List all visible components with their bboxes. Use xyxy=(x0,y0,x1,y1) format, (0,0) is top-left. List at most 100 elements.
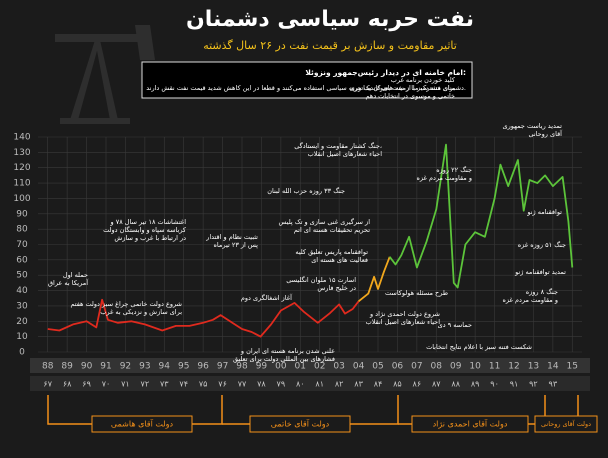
persian-year-label: ۷۴ xyxy=(179,380,188,389)
annotation: و مقاومت مردم غزه xyxy=(503,296,558,304)
annotation: توافقنامه پاریس تعلیق کلیه xyxy=(295,248,368,256)
y-tick-label: 50 xyxy=(16,271,28,281)
y-tick-label: 130 xyxy=(13,148,30,158)
quote-source: امام خامنه ای در دیدار رئیس‌جمهور ونزوئل… xyxy=(305,68,466,77)
persian-year-label: ۷۰ xyxy=(102,380,111,389)
annotation: فعالیت های هسته ای xyxy=(311,256,368,264)
price-line xyxy=(358,256,391,303)
x-tick-label: 10 xyxy=(469,362,481,372)
annotation: اغتشاشات ۱۸ تیر سال ۷۸ و xyxy=(110,218,187,226)
persian-year-label: ۸۱ xyxy=(315,380,324,389)
annotation: شروع دولت احمدی نژاد و xyxy=(369,310,440,318)
annotation: شکست فتنه سبز با اعلام نتایج انتخابات xyxy=(426,343,532,351)
y-tick-label: 20 xyxy=(16,317,28,327)
annotation: آغاز اشغالگری دوم xyxy=(241,293,293,302)
y-tick-label: 30 xyxy=(16,301,28,311)
x-tick-label: 03 xyxy=(333,362,344,372)
chart-title: نفت حربه سیاسی دشمنان xyxy=(186,7,474,32)
y-tick-label: 90 xyxy=(16,209,28,219)
annotation: جنگ ۲۲ روزه xyxy=(436,166,472,174)
persian-year-label: ۸۶ xyxy=(413,380,422,389)
government-label: دولت آقای احمدی نژاد xyxy=(433,419,508,429)
annotation: جنگ کشتار مقاومت و ایستادگی، xyxy=(294,142,382,150)
annotation: شروع دولت خاتمی چراغ سبز دولت هفتم xyxy=(70,300,182,308)
persian-year-band xyxy=(30,376,590,391)
annotation: علنی شدن برنامه هسته ای ایران و xyxy=(240,347,335,355)
persian-year-label: ۷۱ xyxy=(121,380,130,389)
x-tick-label: 95 xyxy=(178,362,189,372)
subtitle: تاثیر مقاومت و سازش بر قیمت نفت در ۲۶ سا… xyxy=(203,39,457,52)
government-label: دولت آقای روحانی xyxy=(541,419,591,428)
persian-year-label: ۸۷ xyxy=(432,380,441,389)
persian-year-label: ۶۷ xyxy=(43,380,52,389)
annotation: و مقاومت مردم غزه xyxy=(417,174,472,182)
y-tick-label: 40 xyxy=(16,286,28,296)
y-tick-label: 10 xyxy=(16,332,28,342)
x-tick-label: 15 xyxy=(567,362,578,372)
annotation: کلید خوردن برنامه غرب xyxy=(391,76,456,84)
persian-year-label: ۸۸ xyxy=(451,380,460,389)
y-tick-label: 140 xyxy=(13,133,30,143)
x-tick-label: 91 xyxy=(100,362,111,372)
x-tick-label: 00 xyxy=(275,362,287,372)
persian-year-label: ۷۷ xyxy=(238,380,247,389)
annotation: در خلیج فارس xyxy=(317,284,356,292)
x-tick-label: 12 xyxy=(508,362,519,372)
x-tick-label: 92 xyxy=(120,362,131,372)
annotation: جنگ ۸ روزه xyxy=(526,288,558,296)
annotation: برای فتنه سبز با زمینه های کاندیداتوری xyxy=(350,84,455,92)
annotation: تمدید توافقنامه ژنو xyxy=(514,268,566,276)
oil-pump xyxy=(55,25,155,124)
x-tick-label: 11 xyxy=(489,362,500,372)
persian-year-label: ۸۰ xyxy=(296,380,305,389)
x-tick-label: 02 xyxy=(314,362,325,372)
annotation: فشارهای بین المللی دولت برای تعلیق xyxy=(233,355,335,363)
y-tick-label: 100 xyxy=(13,194,30,204)
x-tick-label: 08 xyxy=(431,362,443,372)
x-tick-label: 09 xyxy=(450,362,462,372)
x-tick-label: 13 xyxy=(528,362,539,372)
annotation: جنگ ۳۳ روزه حزب الله لبنان xyxy=(267,187,345,195)
x-tick-label: 99 xyxy=(256,362,268,372)
persian-year-label: ۷۶ xyxy=(218,380,227,389)
persian-year-label: ۷۳ xyxy=(160,380,169,389)
annotation: تثبیت نظام و اقتدار xyxy=(205,233,258,241)
government-boxes xyxy=(91,415,598,433)
x-tick-label: 04 xyxy=(353,362,365,372)
y-tick-label: 80 xyxy=(16,225,28,235)
persian-year-label: ۹۰ xyxy=(490,380,499,389)
persian-year-label: ۷۵ xyxy=(199,380,208,389)
annotation: در ارتباط با غرب و سازش xyxy=(114,234,186,242)
persian-year-label: ۸۲ xyxy=(335,380,344,389)
x-tick-label: 98 xyxy=(236,362,248,372)
x-axis-band xyxy=(30,358,590,373)
annotation: تحریم تحقیقات هسته ای اتم xyxy=(294,226,370,234)
persian-year-label: ۸۹ xyxy=(471,380,480,389)
persian-year-label: ۹۳ xyxy=(549,380,558,389)
quote-box xyxy=(141,61,473,99)
x-tick-label: 96 xyxy=(197,362,209,372)
y-tick-label: 120 xyxy=(13,163,30,173)
persian-year-label: ۸۴ xyxy=(374,380,383,389)
y-tick-label: 60 xyxy=(16,255,28,265)
annotation: احیاء شعارهای اصیل انقلاب xyxy=(366,318,441,326)
annotation: پس از ۲۳ تیرماه xyxy=(214,241,259,249)
government-label: دولت آقای خاتمی xyxy=(271,419,330,429)
annotation: اسارت ۱۵ ملوان انگلیسی xyxy=(286,276,356,284)
quote-text: دشمنان مشترک ما از نفت بعنوان یک حربه سی… xyxy=(146,84,466,92)
annotation: احیاء شعارهای اصیل انقلاب xyxy=(308,150,383,158)
x-tick-label: 89 xyxy=(61,362,73,372)
x-tick-label: 07 xyxy=(411,362,422,372)
price-line xyxy=(47,298,360,338)
x-tick-label: 90 xyxy=(81,362,93,372)
persian-year-label: ۸۵ xyxy=(393,380,402,389)
x-tick-label: 94 xyxy=(159,362,171,372)
x-tick-label: 97 xyxy=(217,362,228,372)
persian-year-label: ۶۹ xyxy=(82,380,91,389)
annotation: تمدید ریاست جمهوری xyxy=(503,122,563,130)
annotation: کرباسه سپاه و وابستگان دولت xyxy=(103,226,187,234)
persian-year-label: ۹۱ xyxy=(510,380,519,389)
annotation: توافقنامه ژنو xyxy=(526,208,562,216)
annotation: خاتمی و موسوی در انتخابات دهم xyxy=(365,92,455,100)
